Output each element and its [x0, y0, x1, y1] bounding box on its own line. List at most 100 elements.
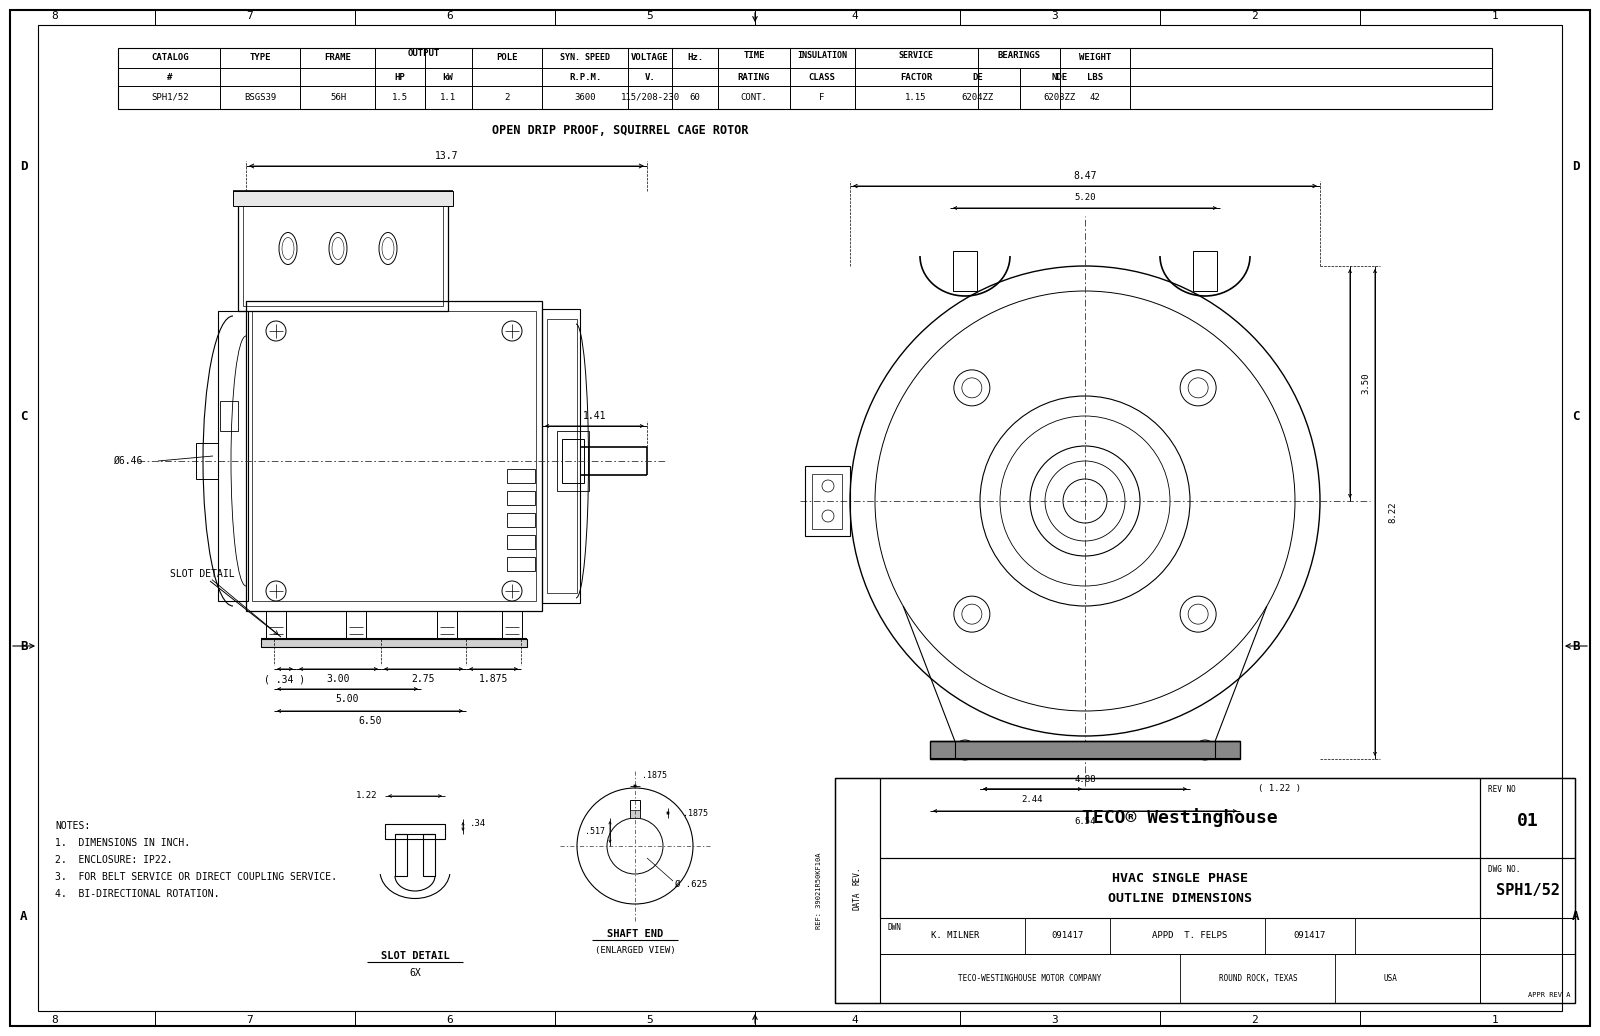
Bar [813, 474, 842, 529]
Text: TIME: TIME [744, 51, 765, 59]
Text: 2.75: 2.75 [411, 674, 435, 684]
Bar [246, 301, 542, 611]
Text: CLASS: CLASS [808, 73, 835, 82]
Bar [346, 611, 366, 639]
Circle shape [822, 480, 834, 492]
Text: VOLTAGE: VOLTAGE [630, 54, 669, 62]
Text: .517: .517 [586, 828, 605, 836]
Bar [1480, 778, 1574, 858]
Text: 091417: 091417 [1294, 931, 1326, 941]
Bar [221, 401, 238, 431]
Text: CONT.: CONT. [741, 93, 768, 102]
Text: 1.5: 1.5 [392, 93, 408, 102]
Text: INSULATION: INSULATION [797, 52, 846, 60]
Text: .1875: .1875 [642, 772, 667, 780]
Text: SHAFT END: SHAFT END [606, 929, 662, 939]
Text: 5: 5 [646, 1015, 653, 1025]
Text: ( .34 ): ( .34 ) [264, 674, 306, 684]
Text: REF: 39021R50KF10A: REF: 39021R50KF10A [816, 853, 822, 928]
Circle shape [1189, 378, 1208, 398]
Circle shape [266, 581, 286, 601]
Text: BEARINGS: BEARINGS [997, 52, 1040, 60]
Text: REV NO: REV NO [1488, 785, 1515, 795]
Text: 42: 42 [1090, 93, 1101, 102]
Text: 3: 3 [1051, 1015, 1058, 1025]
Bar [395, 834, 406, 876]
Text: Hz.: Hz. [686, 54, 702, 62]
Text: C: C [1573, 409, 1579, 423]
Text: 13.7: 13.7 [435, 151, 458, 161]
Circle shape [962, 604, 982, 624]
Bar [630, 810, 640, 818]
Text: kW: kW [443, 73, 453, 82]
Text: DWG NO.: DWG NO. [1488, 865, 1520, 874]
Text: 2: 2 [504, 93, 510, 102]
Text: K. MILNER: K. MILNER [931, 931, 979, 941]
Circle shape [954, 370, 990, 406]
Text: 6: 6 [446, 1015, 453, 1025]
Circle shape [578, 788, 693, 904]
Text: SPH1/52: SPH1/52 [1496, 883, 1560, 897]
Circle shape [1195, 740, 1214, 760]
Text: 6X: 6X [410, 968, 421, 978]
Text: 3600: 3600 [574, 93, 595, 102]
Text: 6204ZZ: 6204ZZ [962, 93, 994, 102]
Text: SLOT DETAIL: SLOT DETAIL [170, 569, 235, 579]
Circle shape [1189, 604, 1208, 624]
Text: 115/208-230: 115/208-230 [621, 93, 680, 102]
Text: 56H: 56H [330, 93, 346, 102]
Text: ( 1.22 ): ( 1.22 ) [1259, 784, 1301, 794]
Bar [422, 834, 435, 876]
Text: APPR REV A: APPR REV A [1528, 992, 1570, 998]
Text: C: C [21, 409, 27, 423]
Text: DE: DE [973, 73, 984, 82]
Circle shape [1045, 461, 1125, 541]
Bar [218, 311, 248, 601]
Text: 1.1: 1.1 [440, 93, 456, 102]
Text: 01: 01 [1517, 812, 1538, 830]
Text: FACTOR: FACTOR [899, 73, 933, 82]
Text: 8: 8 [51, 1015, 58, 1025]
Bar [547, 319, 578, 593]
Text: Ø .625: Ø .625 [675, 880, 707, 889]
Bar [118, 48, 1491, 109]
Text: A: A [1573, 910, 1579, 922]
Bar [253, 311, 536, 601]
Circle shape [850, 266, 1320, 736]
Text: 3.00: 3.00 [326, 674, 350, 684]
Text: F: F [819, 93, 824, 102]
Text: TECO-WESTINGHOUSE MOTOR COMPANY: TECO-WESTINGHOUSE MOTOR COMPANY [958, 974, 1102, 983]
Text: HP: HP [395, 73, 405, 82]
Text: 60: 60 [690, 93, 701, 102]
Circle shape [1062, 479, 1107, 523]
Text: TYPE: TYPE [250, 54, 270, 62]
Text: SERVICE: SERVICE [899, 52, 933, 60]
Circle shape [875, 291, 1294, 711]
Text: 7: 7 [246, 1015, 253, 1025]
Text: 2: 2 [1251, 11, 1258, 21]
Text: 3.50: 3.50 [1362, 373, 1371, 395]
Text: 8.22: 8.22 [1389, 501, 1397, 523]
Text: B: B [1573, 639, 1579, 653]
Bar [805, 466, 850, 536]
Text: 1.  DIMENSIONS IN INCH.: 1. DIMENSIONS IN INCH. [54, 838, 190, 848]
Circle shape [606, 818, 662, 874]
Text: 3: 3 [1051, 11, 1058, 21]
Bar [195, 443, 218, 479]
Circle shape [502, 321, 522, 341]
Text: RATING: RATING [738, 73, 770, 82]
Circle shape [1181, 596, 1216, 632]
Text: TECO® Westinghouse: TECO® Westinghouse [1082, 808, 1278, 828]
Text: OPEN DRIP PROOF, SQUIRREL CAGE ROTOR: OPEN DRIP PROOF, SQUIRREL CAGE ROTOR [491, 124, 749, 138]
Bar [507, 469, 534, 483]
Text: (ENLARGED VIEW): (ENLARGED VIEW) [595, 947, 675, 955]
Text: SLOT DETAIL: SLOT DETAIL [381, 951, 450, 961]
Text: FRAME: FRAME [325, 54, 352, 62]
Circle shape [979, 396, 1190, 606]
Text: 5.20: 5.20 [1074, 194, 1096, 202]
Circle shape [1030, 447, 1139, 556]
Bar [261, 639, 526, 648]
Circle shape [1181, 370, 1216, 406]
Text: 3.  FOR BELT SERVICE OR DIRECT COUPLING SERVICE.: 3. FOR BELT SERVICE OR DIRECT COUPLING S… [54, 872, 338, 882]
Bar [835, 778, 1574, 1003]
